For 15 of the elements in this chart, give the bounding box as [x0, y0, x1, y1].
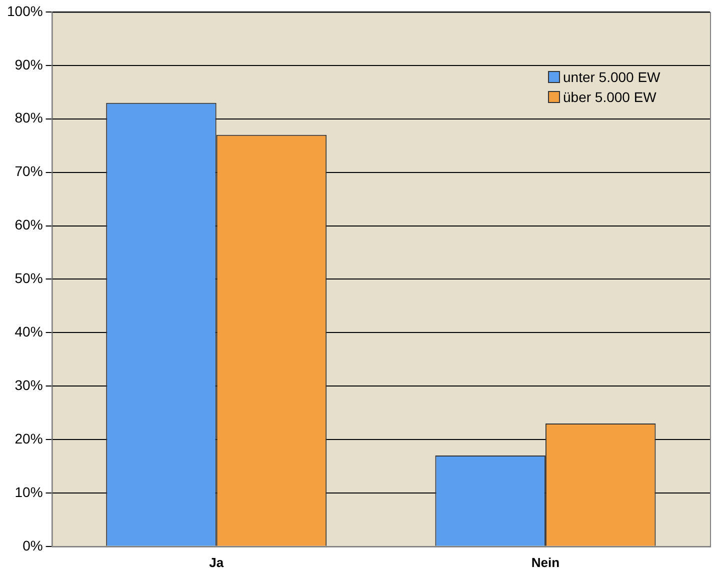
- legend-label: über 5.000 EW: [563, 88, 656, 107]
- y-tick-label: 90%: [14, 56, 43, 72]
- y-tick-label: 40%: [14, 324, 43, 340]
- y-tick-label: 100%: [6, 2, 43, 19]
- y-tick-label: 70%: [14, 163, 43, 180]
- y-tick-label: 30%: [14, 376, 43, 393]
- y-tick-label: 0%: [22, 537, 43, 554]
- legend-label: unter 5.000 EW: [563, 68, 660, 87]
- y-tick-label: 60%: [14, 216, 43, 233]
- x-tick-label: Nein: [531, 554, 560, 570]
- y-tick-label: 20%: [14, 430, 43, 446]
- y-tick-label: 10%: [14, 484, 43, 500]
- y-tick-label: 50%: [14, 270, 43, 286]
- x-tick-label: Ja: [209, 554, 224, 570]
- y-tick-label: 80%: [14, 110, 43, 126]
